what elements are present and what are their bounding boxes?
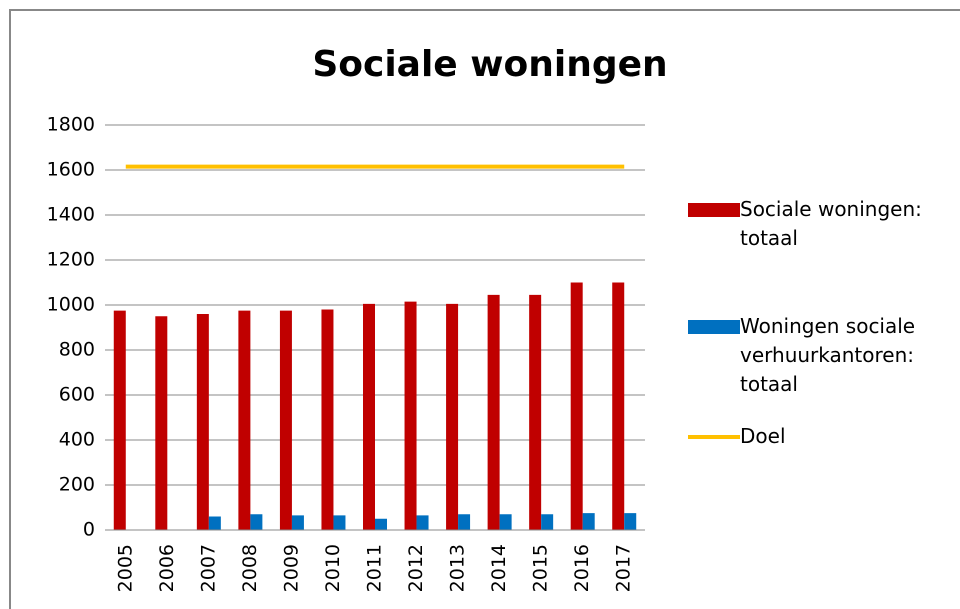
chart-title: Sociale woningen	[312, 44, 667, 85]
y-tick-label: 1000	[47, 294, 95, 316]
x-tick-label: 2008	[239, 544, 261, 592]
bar	[499, 514, 512, 530]
bar	[279, 310, 292, 530]
x-tick-label: 2016	[571, 544, 593, 592]
bar	[113, 310, 126, 530]
bar	[238, 310, 251, 530]
legend-label: Sociale woningen: totaal	[740, 197, 922, 250]
x-tick-label: 2014	[488, 544, 510, 592]
y-tick-label: 200	[59, 474, 95, 496]
bar	[446, 303, 459, 530]
y-tick-label: 1600	[47, 159, 95, 181]
bar	[155, 316, 168, 530]
bar	[624, 513, 637, 530]
bar	[541, 514, 554, 530]
legend-label: Woningen sociale verhuurkantoren: totaal	[740, 314, 916, 396]
bar	[208, 516, 221, 530]
legend-item: Doel	[688, 422, 950, 451]
x-tick-label: 2006	[156, 544, 178, 592]
bar	[529, 294, 542, 530]
legend-swatch	[688, 435, 740, 439]
bar	[612, 282, 625, 530]
bar	[196, 314, 209, 530]
chart-border	[9, 9, 960, 609]
bar	[321, 309, 334, 530]
x-tick-label: 2010	[322, 544, 344, 592]
legend-swatch	[688, 203, 740, 217]
bar	[363, 303, 375, 530]
y-tick-label: 1200	[47, 249, 95, 271]
y-tick-label: 400	[59, 429, 95, 451]
x-tick-label: 2011	[364, 544, 386, 592]
bar	[416, 515, 429, 530]
bar	[291, 515, 304, 530]
bar	[333, 515, 346, 530]
bar	[570, 282, 583, 530]
x-tick-label: 2009	[280, 544, 302, 592]
x-tick-label: 2007	[197, 544, 219, 592]
x-tick-label: 2013	[447, 544, 469, 592]
legend-swatch	[688, 320, 740, 334]
bar	[250, 514, 263, 530]
x-tick-label: 2015	[530, 544, 552, 592]
bar	[404, 301, 417, 530]
y-tick-label: 1800	[47, 114, 95, 136]
bar	[375, 518, 387, 530]
x-tick-label: 2012	[405, 544, 427, 592]
legend-item: Woningen sociale verhuurkantoren: totaal	[688, 312, 950, 399]
legend-item: Sociale woningen: totaal	[688, 195, 950, 253]
y-tick-label: 600	[59, 384, 95, 406]
bar	[487, 294, 500, 530]
y-tick-label: 800	[59, 339, 95, 361]
bar	[582, 513, 595, 530]
y-tick-label: 1400	[47, 204, 95, 226]
x-tick-label: 2017	[613, 544, 635, 592]
bar	[458, 514, 471, 530]
y-tick-label: 0	[83, 519, 95, 541]
x-tick-label: 2005	[114, 544, 136, 592]
legend-label: Doel	[740, 424, 786, 448]
